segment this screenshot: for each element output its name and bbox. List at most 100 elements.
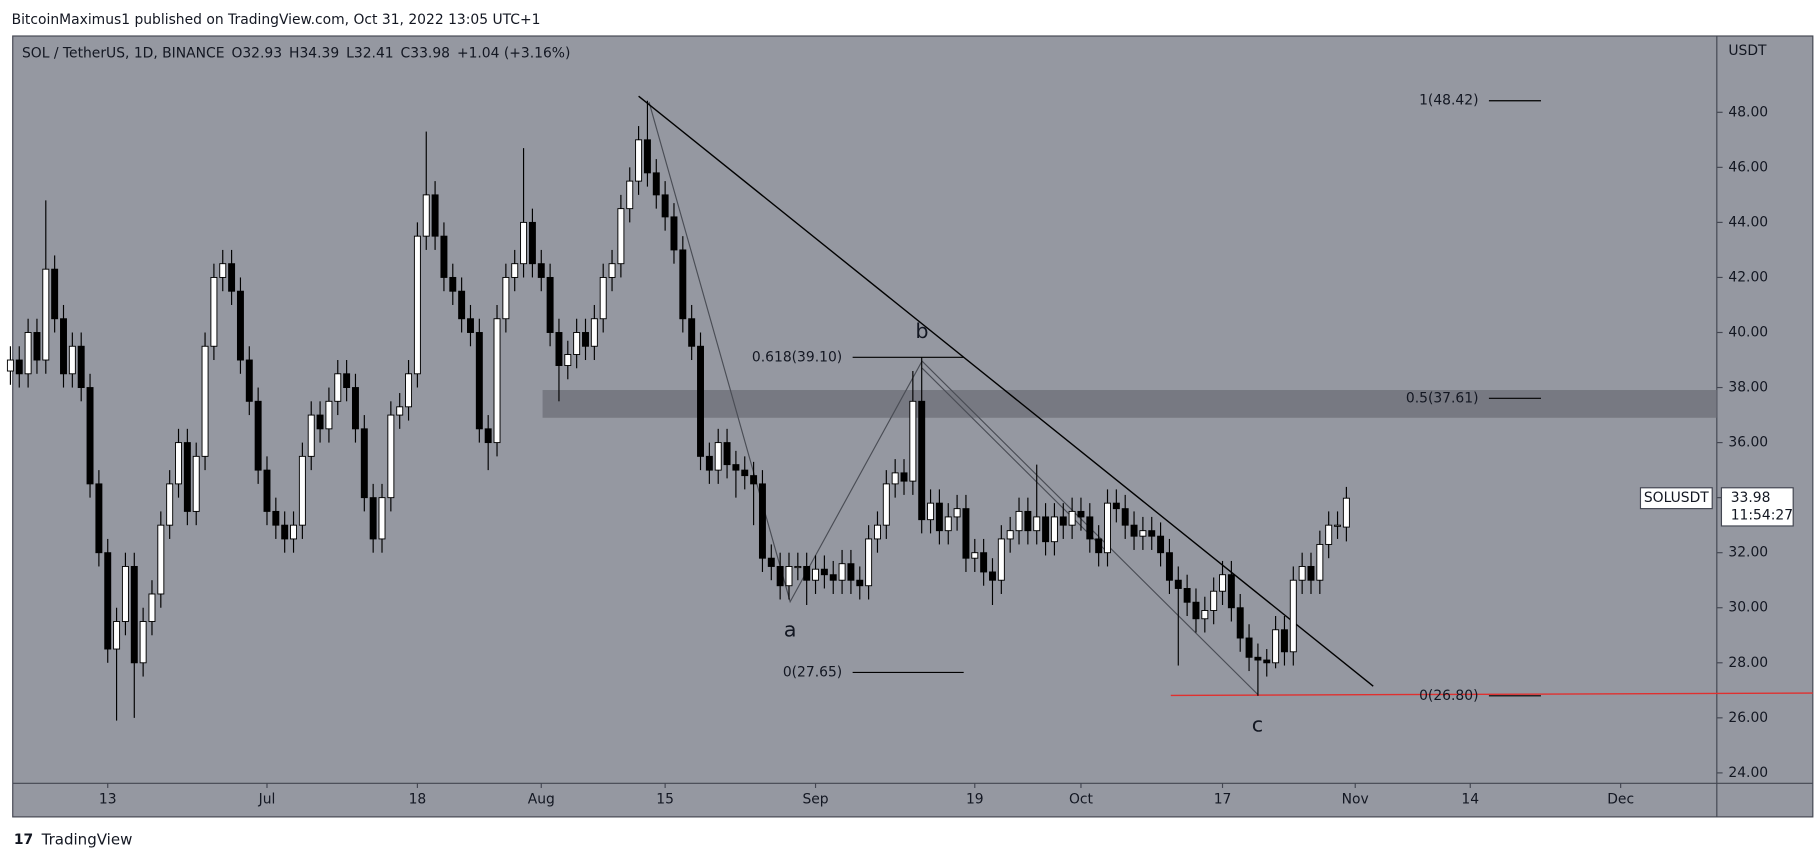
candle-body bbox=[396, 406, 404, 416]
candle-body bbox=[431, 194, 439, 237]
candle-body bbox=[192, 455, 200, 512]
candle-body bbox=[1192, 601, 1200, 620]
candle-body bbox=[1068, 510, 1076, 526]
candle-body bbox=[812, 568, 820, 581]
candle-body bbox=[794, 565, 802, 569]
candle-body bbox=[573, 332, 581, 355]
candle-body bbox=[1174, 579, 1182, 589]
candle-body bbox=[1245, 637, 1253, 658]
brand-name: TradingView bbox=[41, 831, 133, 849]
candle-body bbox=[1298, 565, 1306, 581]
candle-body bbox=[467, 318, 474, 333]
x-tick-label: 17 bbox=[1214, 792, 1232, 808]
candle-body bbox=[661, 194, 669, 218]
support-line bbox=[1170, 692, 1813, 697]
candle-body bbox=[290, 524, 298, 540]
candle-body bbox=[77, 345, 85, 389]
candle-body bbox=[42, 268, 50, 361]
ohlc-value: 34.39 bbox=[299, 45, 339, 61]
candle-body bbox=[148, 593, 156, 622]
candle-body bbox=[1024, 510, 1032, 532]
candle-body bbox=[1139, 530, 1147, 537]
y-tick-label: 48.00 bbox=[1728, 104, 1768, 120]
candle-body bbox=[714, 442, 722, 471]
candle-body bbox=[201, 345, 209, 457]
candle-body bbox=[697, 345, 704, 457]
y-tick-label: 28.00 bbox=[1728, 655, 1768, 671]
candle-body bbox=[1157, 535, 1165, 554]
publisher-line: BitcoinMaximus1 published on TradingView… bbox=[12, 12, 541, 28]
candle-body bbox=[1086, 516, 1094, 540]
candle-body bbox=[86, 387, 94, 485]
candle-body bbox=[1148, 530, 1156, 537]
candle-body bbox=[60, 318, 67, 375]
candle-body bbox=[635, 139, 643, 182]
symbol-title: SOL / TetherUS, 1D, BINANCE bbox=[22, 45, 225, 61]
y-tick-label: 24.00 bbox=[1728, 765, 1768, 781]
candle-body bbox=[838, 563, 846, 581]
ohlc-key: H bbox=[289, 45, 299, 61]
candle-body bbox=[1050, 516, 1058, 543]
candle-body bbox=[351, 387, 359, 430]
candle-body bbox=[502, 276, 510, 320]
candle-body bbox=[139, 621, 147, 664]
x-tick-label: 14 bbox=[1461, 792, 1479, 808]
candle-body bbox=[537, 263, 545, 278]
candle-body bbox=[263, 469, 271, 512]
candle-body bbox=[873, 524, 881, 540]
candle-body bbox=[6, 359, 14, 372]
candle-body bbox=[927, 502, 935, 521]
candle-body bbox=[1015, 510, 1023, 532]
y-tick-label: 46.00 bbox=[1728, 159, 1768, 175]
candle-body bbox=[971, 552, 979, 559]
ohlc-key: C bbox=[401, 45, 411, 61]
candle-body bbox=[643, 139, 651, 174]
y-tick-label: 30.00 bbox=[1728, 600, 1768, 616]
candle-body bbox=[652, 172, 660, 196]
change: +1.04 (+3.16%) bbox=[457, 45, 570, 61]
candle-body bbox=[962, 508, 970, 559]
candle-body bbox=[1236, 607, 1244, 639]
candle-body bbox=[272, 510, 280, 526]
candle-body bbox=[785, 565, 793, 587]
candle-body bbox=[1227, 574, 1235, 609]
candle-body bbox=[935, 502, 943, 532]
candle-body bbox=[1342, 497, 1350, 528]
fib-level-label: 0(26.80) bbox=[1419, 688, 1478, 704]
candle-body bbox=[1334, 524, 1342, 527]
candle-body bbox=[1121, 508, 1129, 526]
candle-body bbox=[236, 290, 244, 361]
candle-body bbox=[24, 332, 32, 375]
y-tick-label: 40.00 bbox=[1728, 324, 1768, 340]
candle-body bbox=[528, 221, 536, 265]
candle-body bbox=[245, 359, 253, 402]
candle-body bbox=[944, 516, 952, 532]
candle-body bbox=[254, 400, 262, 471]
candle-body bbox=[1263, 659, 1271, 664]
wave-label: c bbox=[1252, 713, 1263, 737]
candle-body bbox=[334, 373, 342, 402]
candle-body bbox=[776, 565, 784, 587]
candle-body bbox=[1325, 524, 1333, 545]
candle-body bbox=[1272, 629, 1280, 664]
candle-body bbox=[1006, 530, 1014, 540]
x-tick-label: Sep bbox=[802, 792, 828, 808]
channel-line bbox=[921, 367, 1109, 554]
candle-body bbox=[298, 455, 306, 526]
ohlc-value: 32.41 bbox=[354, 45, 394, 61]
candle-body bbox=[918, 400, 926, 521]
symbol-tag-box bbox=[1639, 487, 1713, 510]
candle-body bbox=[1059, 516, 1067, 526]
y-tick-label: 42.00 bbox=[1728, 269, 1768, 285]
x-tick-label: Nov bbox=[1342, 792, 1369, 808]
price-tag-box bbox=[1720, 487, 1794, 527]
candle-body bbox=[608, 263, 616, 278]
candle-body bbox=[1307, 565, 1315, 581]
candle-body bbox=[891, 472, 899, 485]
candles bbox=[6, 100, 1350, 721]
candle-body bbox=[1289, 579, 1297, 653]
ohlc-key: L bbox=[346, 45, 354, 61]
candle-body bbox=[33, 332, 41, 361]
candle-body bbox=[829, 574, 837, 581]
